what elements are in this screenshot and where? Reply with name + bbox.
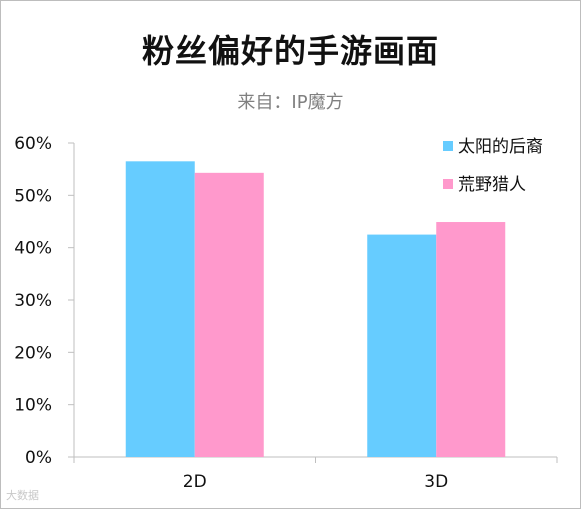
y-tick-label: 0% <box>25 448 52 468</box>
chart-subtitle: 来自：IP魔方 <box>237 92 344 113</box>
x-tick-label: 3D <box>424 472 448 492</box>
y-tick-label: 30% <box>14 291 52 311</box>
legend-swatch <box>443 141 453 151</box>
y-tick-label: 60% <box>14 134 52 154</box>
y-tick-label: 50% <box>14 186 52 206</box>
legend-label: 荒野猎人 <box>458 175 526 195</box>
x-tick-label: 2D <box>183 472 207 492</box>
watermark: 大数据 <box>6 489 39 502</box>
bar <box>194 172 264 457</box>
legend-swatch <box>443 179 453 189</box>
bar <box>436 222 506 457</box>
y-tick-label: 20% <box>14 343 52 363</box>
bar <box>125 161 195 458</box>
legend-label: 太阳的后裔 <box>458 137 543 157</box>
chart-title: 粉丝偏好的手游画面 <box>141 32 439 70</box>
y-tick-label: 40% <box>14 239 52 259</box>
bar <box>367 234 437 457</box>
y-tick-label: 10% <box>14 396 52 416</box>
